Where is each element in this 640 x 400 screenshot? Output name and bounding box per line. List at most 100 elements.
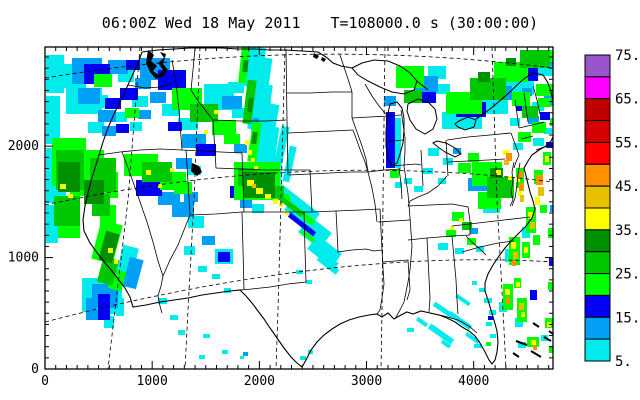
state-border: [212, 119, 287, 122]
state-border: [190, 47, 214, 121]
state-border: [518, 121, 545, 129]
state-border: [189, 211, 312, 216]
graticule-line: [45, 53, 553, 79]
precip-cell: [247, 97, 254, 113]
island-mark: [530, 350, 542, 358]
precip-cell: [486, 342, 491, 346]
state-border: [98, 148, 183, 156]
precip-cell: [273, 199, 278, 204]
precip-cell: [247, 180, 254, 186]
state-border: [241, 211, 245, 291]
colorbar-cell: [584, 54, 611, 78]
precip-cell: [455, 248, 464, 254]
precip-cell: [415, 316, 429, 328]
water-body-fill: [313, 53, 319, 59]
colorbar-label: 25.: [615, 267, 640, 283]
state-border: [364, 83, 389, 117]
precip-cell: [248, 150, 252, 155]
precip-cell: [86, 298, 96, 320]
precip-cell: [176, 158, 192, 169]
precip-cell: [447, 310, 473, 331]
state-border: [426, 237, 431, 313]
precip-cell: [519, 303, 524, 310]
basemap-layer: [45, 47, 553, 369]
precip-cell: [455, 293, 471, 307]
precip-cell: [306, 280, 312, 284]
precip-cell: [120, 88, 138, 100]
precip-cell: [506, 297, 510, 304]
state-border: [171, 59, 183, 151]
precip-cell: [548, 228, 553, 238]
precip-cell: [479, 288, 485, 292]
precip-cell: [245, 140, 249, 145]
precip-cell: [84, 180, 104, 204]
precip-cell: [533, 235, 540, 245]
precip-cell: [146, 170, 151, 175]
precip-cell: [138, 110, 151, 119]
precip-cell: [259, 57, 273, 95]
precip-cell: [520, 195, 524, 202]
colorbar-cell: [584, 207, 611, 231]
precip-cell: [279, 203, 283, 207]
precip-cell: [518, 171, 523, 178]
lake-outline: [351, 59, 418, 95]
plot-frame: [44, 46, 554, 370]
precip-cell: [224, 288, 231, 293]
precip-cell: [46, 96, 60, 144]
precip-cell: [465, 332, 480, 344]
colorbar-cell: [584, 185, 611, 209]
precip-cell: [440, 339, 452, 349]
state-border: [377, 219, 411, 223]
y-tick-label: 0: [31, 362, 39, 377]
precip-cell: [114, 260, 118, 264]
precip-cell: [240, 198, 252, 208]
precip-cell: [513, 143, 523, 150]
precip-cell: [178, 330, 185, 335]
precip-cell: [252, 184, 256, 188]
precip-cell: [243, 352, 248, 356]
precip-cell: [212, 274, 220, 279]
precip-cell: [505, 289, 510, 295]
precip-cell: [528, 212, 533, 219]
precip-cell: [414, 186, 423, 192]
precip-cell: [488, 316, 493, 320]
precip-cell: [199, 355, 205, 359]
precip-cell: [522, 106, 538, 118]
precip-cell: [98, 294, 110, 320]
precip-cell: [518, 132, 531, 142]
precip-cell: [472, 281, 477, 285]
precip-cell: [184, 192, 198, 202]
state-border: [465, 235, 487, 256]
precip-cell: [132, 96, 148, 107]
precip-cell: [458, 163, 471, 173]
precip-cell: [130, 122, 142, 131]
precip-cell: [274, 192, 304, 217]
y-tick-label: 1000: [8, 251, 39, 266]
precip-cell: [550, 205, 553, 212]
colorbar-cell: [584, 141, 611, 165]
state-border: [239, 211, 307, 291]
precip-cell: [404, 178, 412, 184]
precip-cell: [135, 78, 151, 89]
axis-labels: 0 1000 2000 3000 4000 0 1000 2000: [8, 139, 490, 389]
state-border: [394, 109, 413, 320]
state-border: [212, 119, 313, 213]
state-border: [339, 54, 353, 93]
precip-cell: [428, 66, 446, 79]
precip-cell: [174, 182, 192, 194]
precip-cell: [395, 182, 402, 188]
precip-cell: [516, 177, 520, 182]
precip-cell: [393, 118, 401, 168]
precip-cell: [450, 226, 454, 230]
precip-cell: [428, 148, 439, 156]
precip-cell: [116, 298, 124, 316]
precip-cell: [98, 230, 120, 264]
precip-cell: [172, 202, 194, 217]
precip-cell: [427, 323, 455, 345]
graticule-line: [275, 47, 286, 369]
precip-cell: [261, 103, 280, 157]
state-border: [335, 210, 383, 253]
state-border: [285, 49, 289, 176]
precip-cell: [202, 236, 215, 245]
